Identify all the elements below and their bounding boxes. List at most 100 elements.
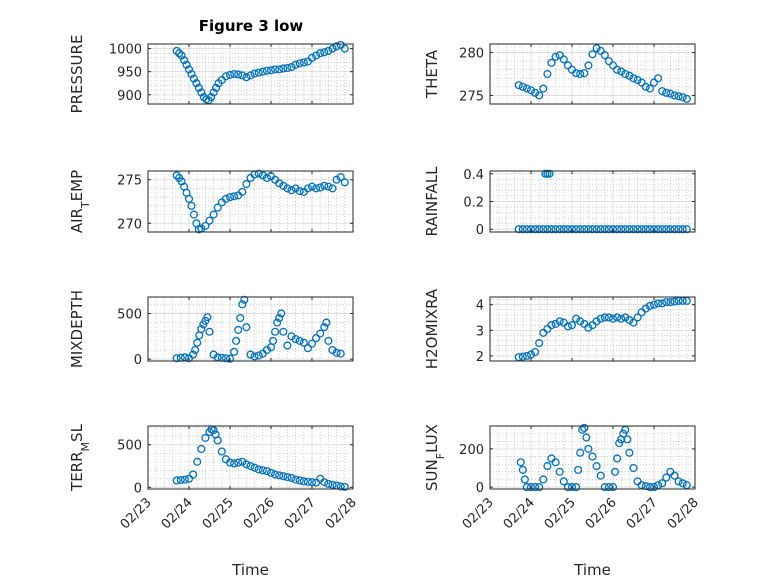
y-tick-label: 950 [117,66,142,81]
y-tick-label: 0 [476,223,484,238]
data-point [563,483,572,492]
data-point [295,476,304,485]
data-point [531,347,540,357]
data-point [584,323,593,332]
y-axis-label: RAINFALL [423,166,441,237]
data-point [172,354,181,363]
data-point [299,477,308,486]
x-tick-label: 02/25 [200,495,237,532]
data-point [332,175,341,184]
data-point [582,433,591,442]
data-point [303,344,312,353]
data-point [580,225,589,234]
data-point [238,300,247,309]
y-axis-label: TERRMSL [68,423,92,492]
y-axis-label: AIRTEMP [68,170,92,233]
data-point [576,317,585,326]
data-point [682,94,691,103]
y-tick-label: 0 [476,481,484,496]
data-point [535,483,544,492]
data-point [324,336,333,345]
data-point [279,472,288,481]
data-point [180,475,189,484]
data-point [608,61,618,70]
data-point [279,181,288,190]
data-point [645,483,654,492]
data-point [666,298,675,307]
data-point [522,483,531,492]
data-point [291,60,300,69]
y-axis-label: THETA [423,49,441,99]
data-point [674,225,683,234]
data-point [221,354,230,363]
data-point [629,463,638,473]
y-tick-label: 0 [134,353,142,368]
data-point [625,225,634,234]
data-point [234,325,243,334]
data-point [212,83,221,92]
data-point [203,313,212,322]
data-point [176,476,185,485]
subplot-h2omixra: 2 3 4 H2OMIXRA [423,288,696,369]
data-point [279,64,288,73]
data-point [275,179,284,188]
data-point [193,338,202,347]
data-point [625,71,634,80]
data-point [572,314,581,323]
data-point [666,89,675,98]
data-point [625,315,634,325]
y-tick-label: 0.4 [463,168,484,183]
data-point [230,69,239,79]
data-point [572,225,581,234]
data-point [191,345,200,355]
data-point [649,78,659,87]
data-point [299,338,308,347]
data-point [258,171,267,180]
data-point [316,49,325,58]
data-point [633,225,642,234]
data-point [584,444,593,453]
data-point [674,92,683,101]
data-point [271,65,280,74]
data-point [209,426,218,435]
data-point [658,479,667,488]
data-point [271,327,280,336]
data-point [197,88,206,97]
data-point [283,473,292,482]
data-point [588,225,597,234]
data-point [526,483,536,492]
subplot-sun_flux: 0 200 02/23 02/24 02/25 02/26 02/27 02/28 Time SU… [423,423,702,579]
data-point [543,225,552,234]
plot-area [148,297,353,361]
data-point [555,51,564,60]
data-point [666,225,675,234]
data-point [600,483,609,492]
data-point [514,225,523,234]
data-point [641,225,650,234]
data-point [328,480,337,489]
data-point [312,184,321,193]
data-point [670,225,679,234]
data-point [649,300,659,309]
data-point [576,225,585,234]
data-point [658,225,667,234]
data-point [283,184,292,193]
data-point [238,457,247,466]
data-point [336,482,345,491]
data-point [662,225,671,234]
data-point [535,91,544,100]
data-point [572,69,581,78]
y-tick-label: 1000 [109,43,142,58]
data-point [514,81,523,90]
data-point [559,477,568,486]
y-tick-label: 275 [117,174,142,189]
data-point [641,82,650,91]
data-point [543,462,552,471]
data-point [283,63,292,73]
data-point [184,65,194,74]
data-point [340,44,349,53]
x-tick-label: 02/24 [501,495,538,532]
data-point [232,336,241,345]
data-point [328,184,337,193]
data-point [633,75,642,85]
